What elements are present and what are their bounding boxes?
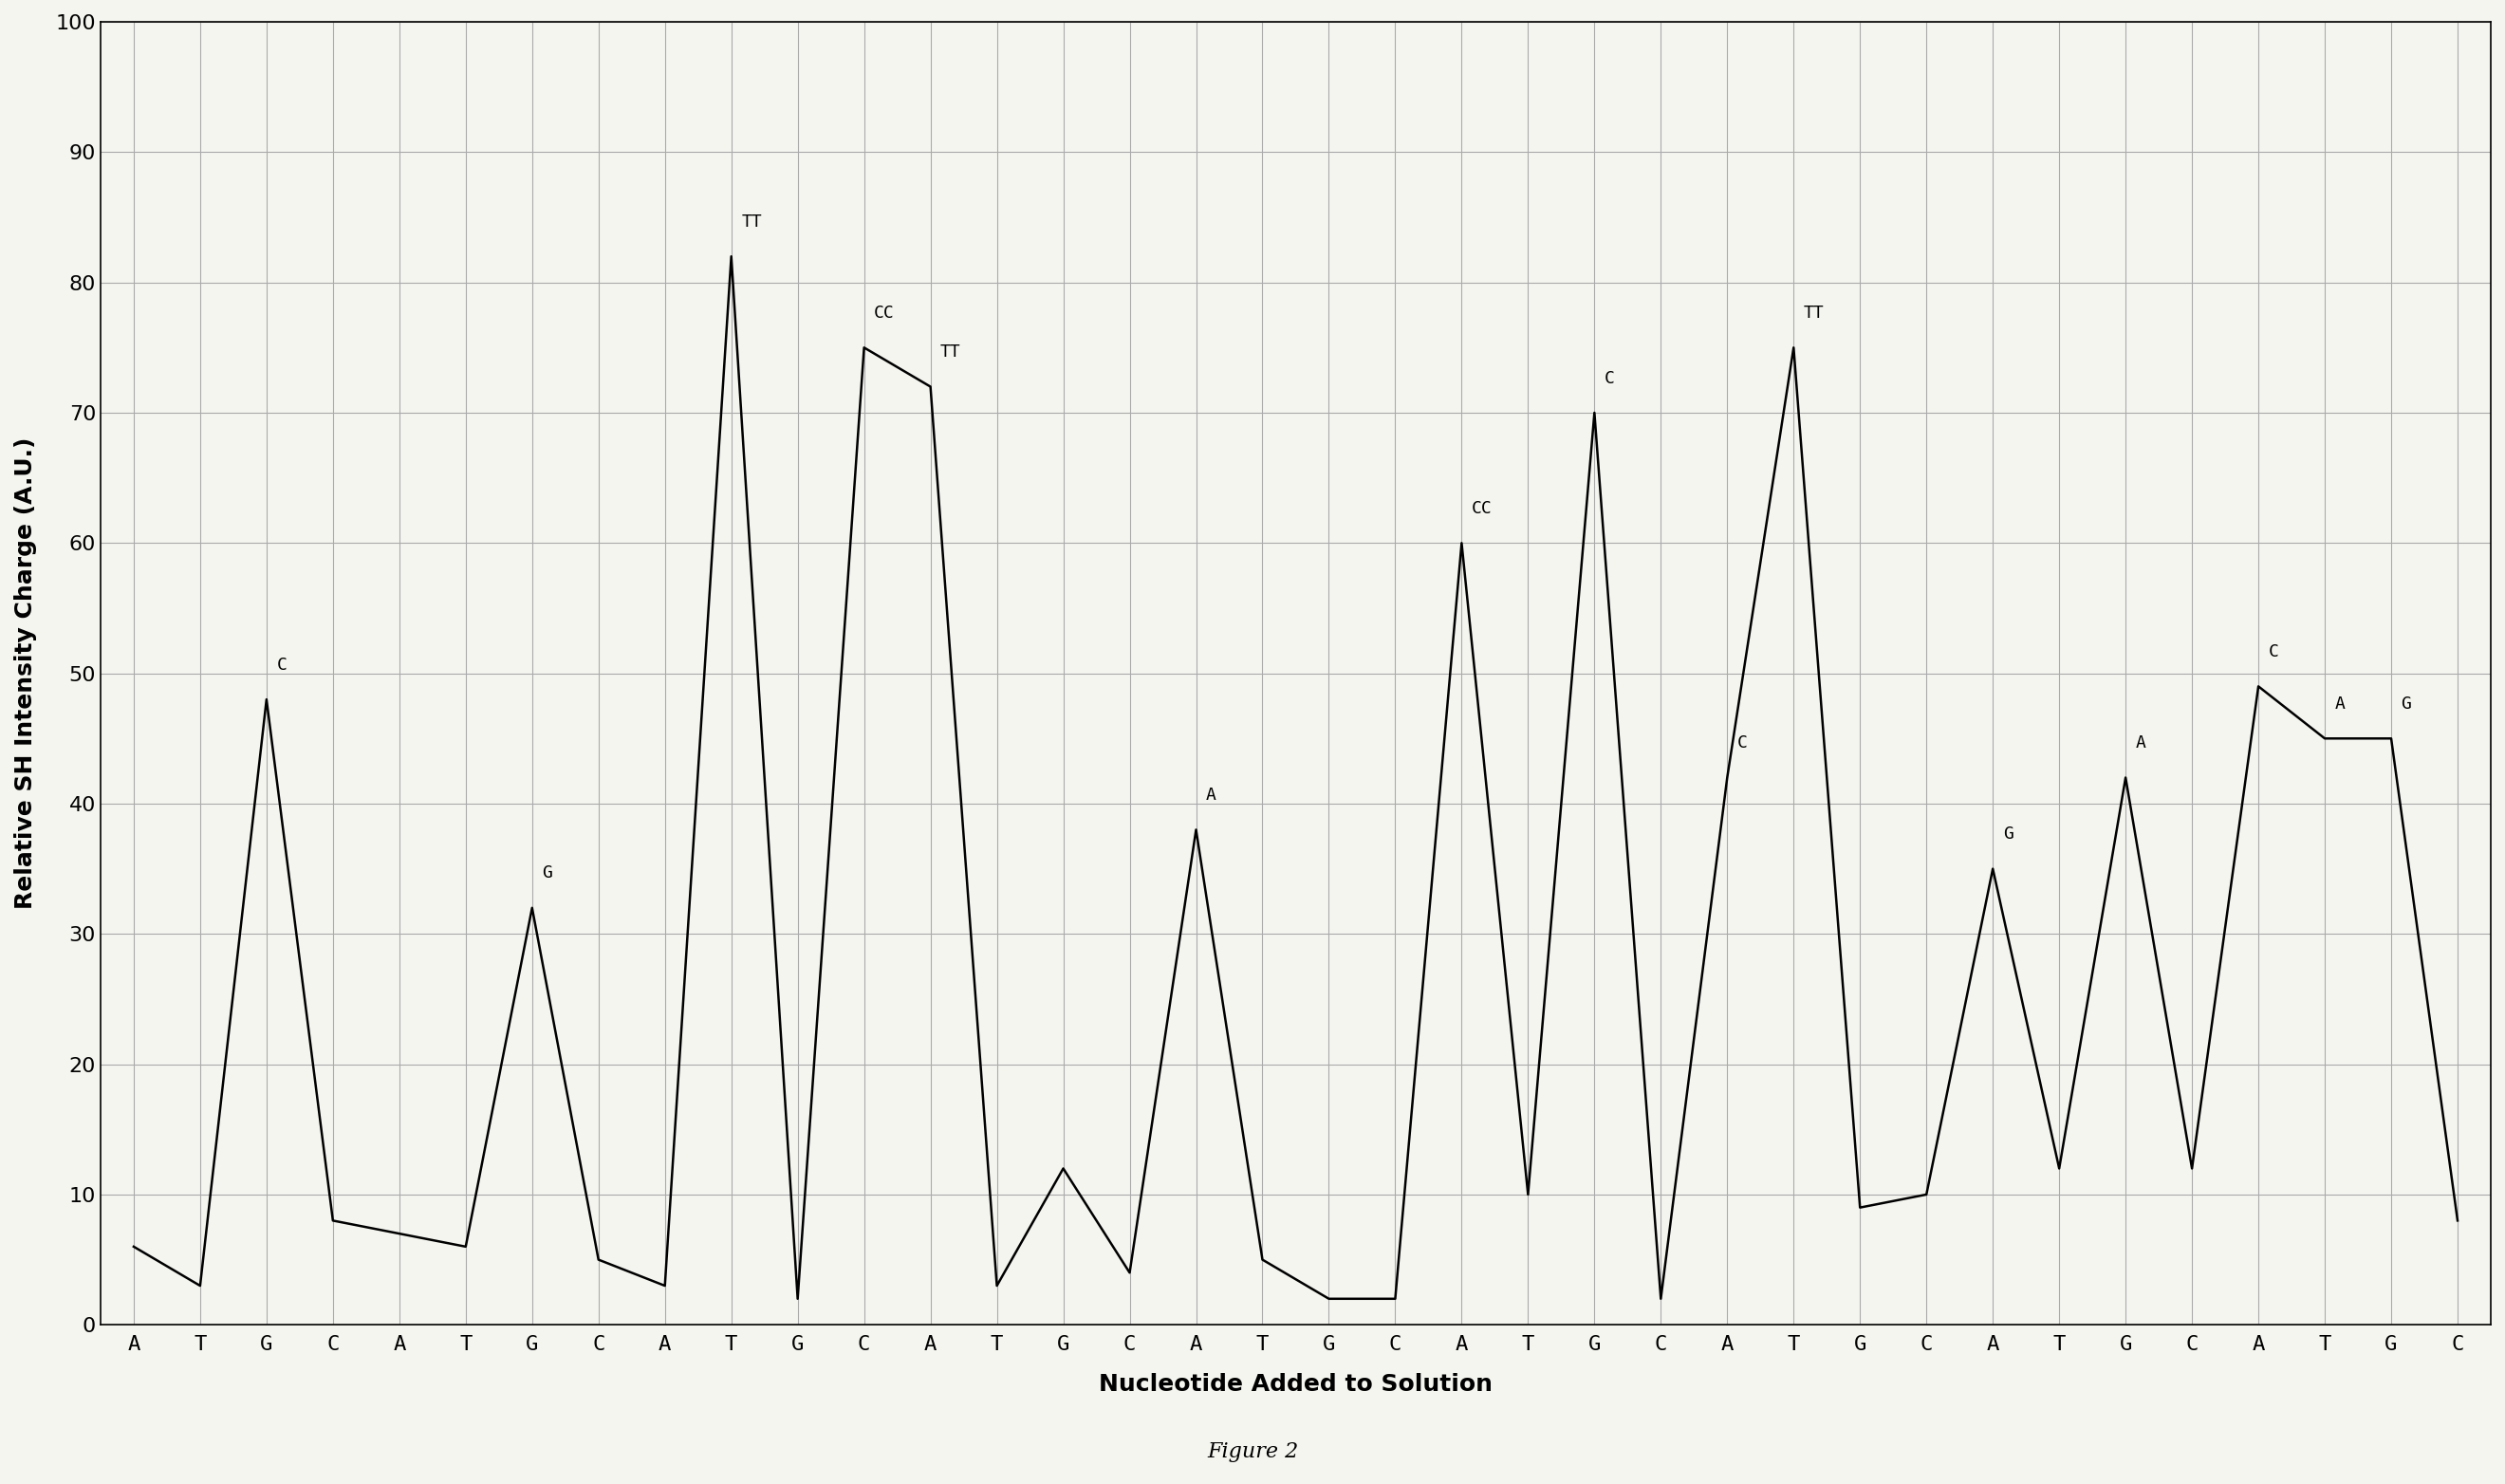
Text: TT: TT <box>741 214 762 230</box>
Text: A: A <box>2137 735 2147 751</box>
Text: C: C <box>1603 370 1616 387</box>
Text: Figure 2: Figure 2 <box>1207 1441 1298 1462</box>
Y-axis label: Relative SH Intensity Charge (A.U.): Relative SH Intensity Charge (A.U.) <box>15 438 38 910</box>
Text: G: G <box>2402 696 2412 712</box>
Text: G: G <box>541 865 554 881</box>
Text: C: C <box>276 656 286 674</box>
Text: C: C <box>2270 643 2280 660</box>
Text: CC: CC <box>874 304 894 322</box>
Text: A: A <box>2335 696 2345 712</box>
Text: TT: TT <box>939 343 962 361</box>
X-axis label: Nucleotide Added to Solution: Nucleotide Added to Solution <box>1100 1373 1493 1395</box>
Text: TT: TT <box>1804 304 1824 322</box>
Text: CC: CC <box>1470 500 1493 516</box>
Text: A: A <box>1205 787 1217 804</box>
Text: G: G <box>2004 825 2014 843</box>
Text: C: C <box>1736 735 1748 751</box>
